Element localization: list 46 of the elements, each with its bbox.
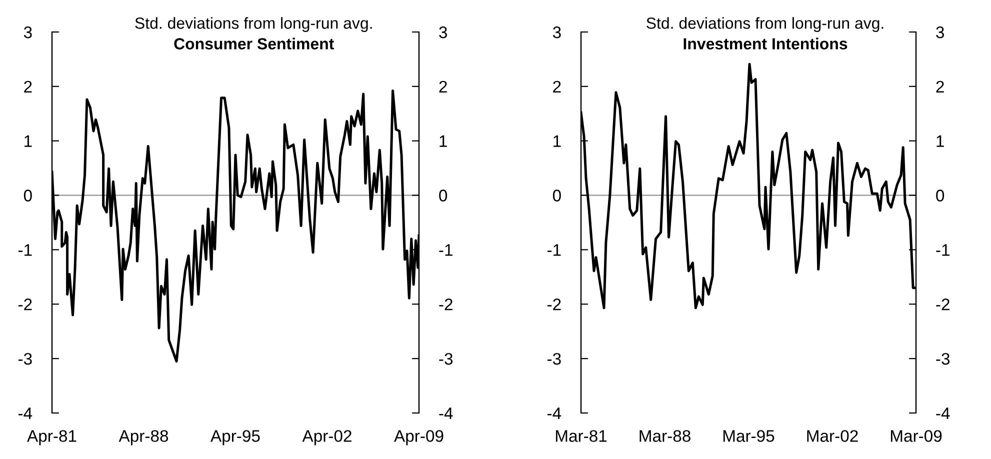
y-tick-label: -3 xyxy=(18,352,32,365)
y-tick-label: 3 xyxy=(552,26,561,38)
y-tick-label: -1 xyxy=(547,244,561,256)
x-tick-label: Mar-09 xyxy=(890,430,942,442)
y2-tick-label: -1 xyxy=(936,244,950,256)
x-tick-label: Mar-88 xyxy=(640,430,690,442)
y2-tick-label: -3 xyxy=(439,352,453,365)
y-tick-label: -2 xyxy=(547,298,561,310)
x-tick-label: Apr-88 xyxy=(118,430,168,446)
y2-tick-label: 0 xyxy=(439,190,448,202)
y2-tick-label: -2 xyxy=(936,298,950,310)
y-tick-label: -4 xyxy=(18,408,32,420)
y-tick-label: 1 xyxy=(554,135,561,147)
y-tick-label: 3 xyxy=(24,26,32,38)
x-tick-label: Mar-81 xyxy=(556,430,607,442)
y2-tick-label: 1 xyxy=(936,135,944,147)
x-tick-label: Apr-02 xyxy=(302,430,352,446)
y-tick-label: 2 xyxy=(24,80,32,92)
chart-subtitle: Std. deviations from long-run avg. xyxy=(646,17,884,32)
x-tick-label: Mar-02 xyxy=(807,430,858,442)
chart-title: Investment Intentions xyxy=(684,38,848,50)
y2-tick-label: 2 xyxy=(439,80,447,92)
x-tick-label: Apr-81 xyxy=(27,430,76,446)
y2-tick-label: -2 xyxy=(439,298,452,310)
y2-tick-label: 3 xyxy=(936,26,944,38)
y2-tick-label: 1 xyxy=(440,135,447,147)
y2-tick-label: 3 xyxy=(439,26,447,38)
chart-title: Consumer Sentiment xyxy=(174,38,334,50)
x-tick-label: Apr-09 xyxy=(394,430,444,446)
y-tick-label: -4 xyxy=(547,408,562,420)
y-tick-label: -3 xyxy=(547,352,561,365)
y2-tick-label: -3 xyxy=(936,352,950,365)
y-tick-label: -1 xyxy=(18,244,32,256)
y2-tick-label: -4 xyxy=(936,408,950,420)
y-tick-label: -2 xyxy=(18,298,32,310)
x-tick-label: Mar-95 xyxy=(723,430,774,442)
y2-tick-label: -4 xyxy=(439,408,453,420)
y-tick-label: 0 xyxy=(552,190,561,202)
y2-tick-label: -1 xyxy=(439,244,452,256)
chart-subtitle: Std. deviations from long-run avg. xyxy=(135,17,372,32)
y-tick-label: 0 xyxy=(24,190,32,202)
x-tick-label: Apr-95 xyxy=(210,430,260,446)
y-tick-label: 2 xyxy=(553,80,561,92)
y2-tick-label: 0 xyxy=(936,190,944,202)
y2-tick-label: 2 xyxy=(936,80,944,92)
y-tick-label: 1 xyxy=(24,135,32,147)
